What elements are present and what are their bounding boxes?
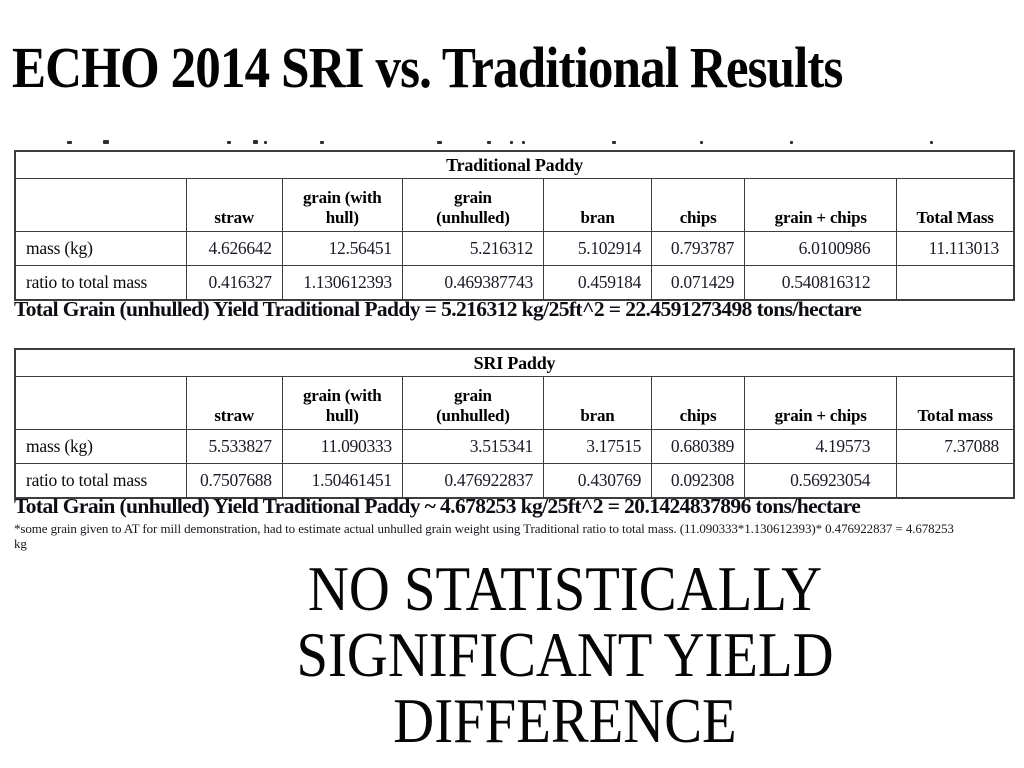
table-row: mass (kg) 5.533827 11.090333 3.515341 3.… xyxy=(14,429,1015,464)
table-cell: 7.37088 xyxy=(896,429,1015,464)
table-cell xyxy=(896,265,1015,301)
table-cell: 0.793787 xyxy=(651,231,746,266)
row-label: mass (kg) xyxy=(14,429,187,464)
text-fragment xyxy=(522,141,525,144)
row-label: mass (kg) xyxy=(14,231,187,266)
table-cell: 0.469387743 xyxy=(401,265,544,301)
footnote: *some grain given to AT for mill demonst… xyxy=(14,521,954,551)
table-cell: 0.092308 xyxy=(651,463,746,499)
column-header xyxy=(14,178,187,232)
table-cell: 0.459184 xyxy=(542,265,653,301)
table-cell: 1.130612393 xyxy=(281,265,403,301)
text-fragment xyxy=(103,140,109,144)
table-cell: 0.071429 xyxy=(651,265,746,301)
column-header: straw xyxy=(185,178,283,232)
table-cell: 6.0100986 xyxy=(744,231,898,266)
table-cell: 4.626642 xyxy=(185,231,283,266)
table-cell: 0.476922837 xyxy=(401,463,544,499)
column-header: Total mass xyxy=(896,376,1015,430)
text-fragment xyxy=(67,141,72,144)
text-fragment xyxy=(790,141,793,144)
table-cell: 0.416327 xyxy=(185,265,283,301)
column-header: chips xyxy=(651,376,746,430)
table-row: ratio to total mass 0.416327 1.130612393… xyxy=(14,265,1015,301)
traditional-paddy-table: Traditional Paddy straw grain (with hull… xyxy=(14,150,1015,301)
table-cell: 0.430769 xyxy=(542,463,653,499)
column-header: chips xyxy=(651,178,746,232)
table-cell: 3.515341 xyxy=(401,429,544,464)
text-fragment xyxy=(437,141,442,144)
table-row: ratio to total mass 0.7507688 1.50461451… xyxy=(14,463,1015,499)
table-cell: 5.102914 xyxy=(542,231,653,266)
column-header: bran xyxy=(542,178,653,232)
table-cell: 11.090333 xyxy=(281,429,403,464)
conclusion-line: DIFFERENCE xyxy=(393,686,737,756)
traditional-yield-note: Total Grain (unhulled) Yield Traditional… xyxy=(14,297,862,321)
table-row: straw grain (with hull) grain (unhulled)… xyxy=(14,376,1015,430)
row-label: ratio to total mass xyxy=(14,265,187,301)
table-cell: 12.56451 xyxy=(281,231,403,266)
column-header: grain (with hull) xyxy=(281,178,403,232)
table-cell: 0.680389 xyxy=(651,429,746,464)
column-header: grain (unhulled) xyxy=(401,376,544,430)
table-row: straw grain (with hull) grain (unhulled)… xyxy=(14,178,1015,232)
table-cell: 0.540816312 xyxy=(744,265,898,301)
conclusion-line: SIGNIFICANT YIELD xyxy=(296,620,834,690)
text-fragment xyxy=(930,141,933,144)
conclusion-line: NO STATISTICALLY xyxy=(307,554,823,624)
column-header: straw xyxy=(185,376,283,430)
conclusion-text: NO STATISTICALLY SIGNIFICANT YIELD DIFFE… xyxy=(152,556,978,754)
text-fragment xyxy=(487,141,491,144)
column-header: grain (with hull) xyxy=(281,376,403,430)
slide-title: ECHO 2014 SRI vs. Traditional Results xyxy=(12,35,843,100)
table-row: Traditional Paddy xyxy=(14,150,1015,179)
column-header: grain (unhulled) xyxy=(401,178,544,232)
table-cell: 0.7507688 xyxy=(185,463,283,499)
table-row: mass (kg) 4.626642 12.56451 5.216312 5.1… xyxy=(14,231,1015,266)
table-row: SRI Paddy xyxy=(14,348,1015,377)
text-fragment xyxy=(227,141,231,144)
table-title: Traditional Paddy xyxy=(14,150,1015,179)
table-cell: 4.19573 xyxy=(744,429,898,464)
text-fragment xyxy=(253,140,258,144)
table-cell: 3.17515 xyxy=(542,429,653,464)
sri-paddy-table: SRI Paddy straw grain (with hull) grain … xyxy=(14,348,1015,499)
column-header xyxy=(14,376,187,430)
table-cell: 0.56923054 xyxy=(744,463,898,499)
table-cell: 5.216312 xyxy=(401,231,544,266)
text-fragment xyxy=(510,141,513,144)
table-cell xyxy=(896,463,1015,499)
table-title: SRI Paddy xyxy=(14,348,1015,377)
row-label: ratio to total mass xyxy=(14,463,187,499)
text-fragment xyxy=(320,141,324,144)
table-cell: 11.113013 xyxy=(896,231,1015,266)
column-header: grain + chips xyxy=(744,376,898,430)
table-cell: 1.50461451 xyxy=(281,463,403,499)
column-header: bran xyxy=(542,376,653,430)
table-cell: 5.533827 xyxy=(185,429,283,464)
text-fragment xyxy=(700,141,703,144)
column-header: Total Mass xyxy=(896,178,1015,232)
sri-yield-note: Total Grain (unhulled) Yield Traditional… xyxy=(14,494,861,518)
column-header: grain + chips xyxy=(744,178,898,232)
text-fragment xyxy=(264,141,267,144)
text-fragment xyxy=(612,141,616,144)
